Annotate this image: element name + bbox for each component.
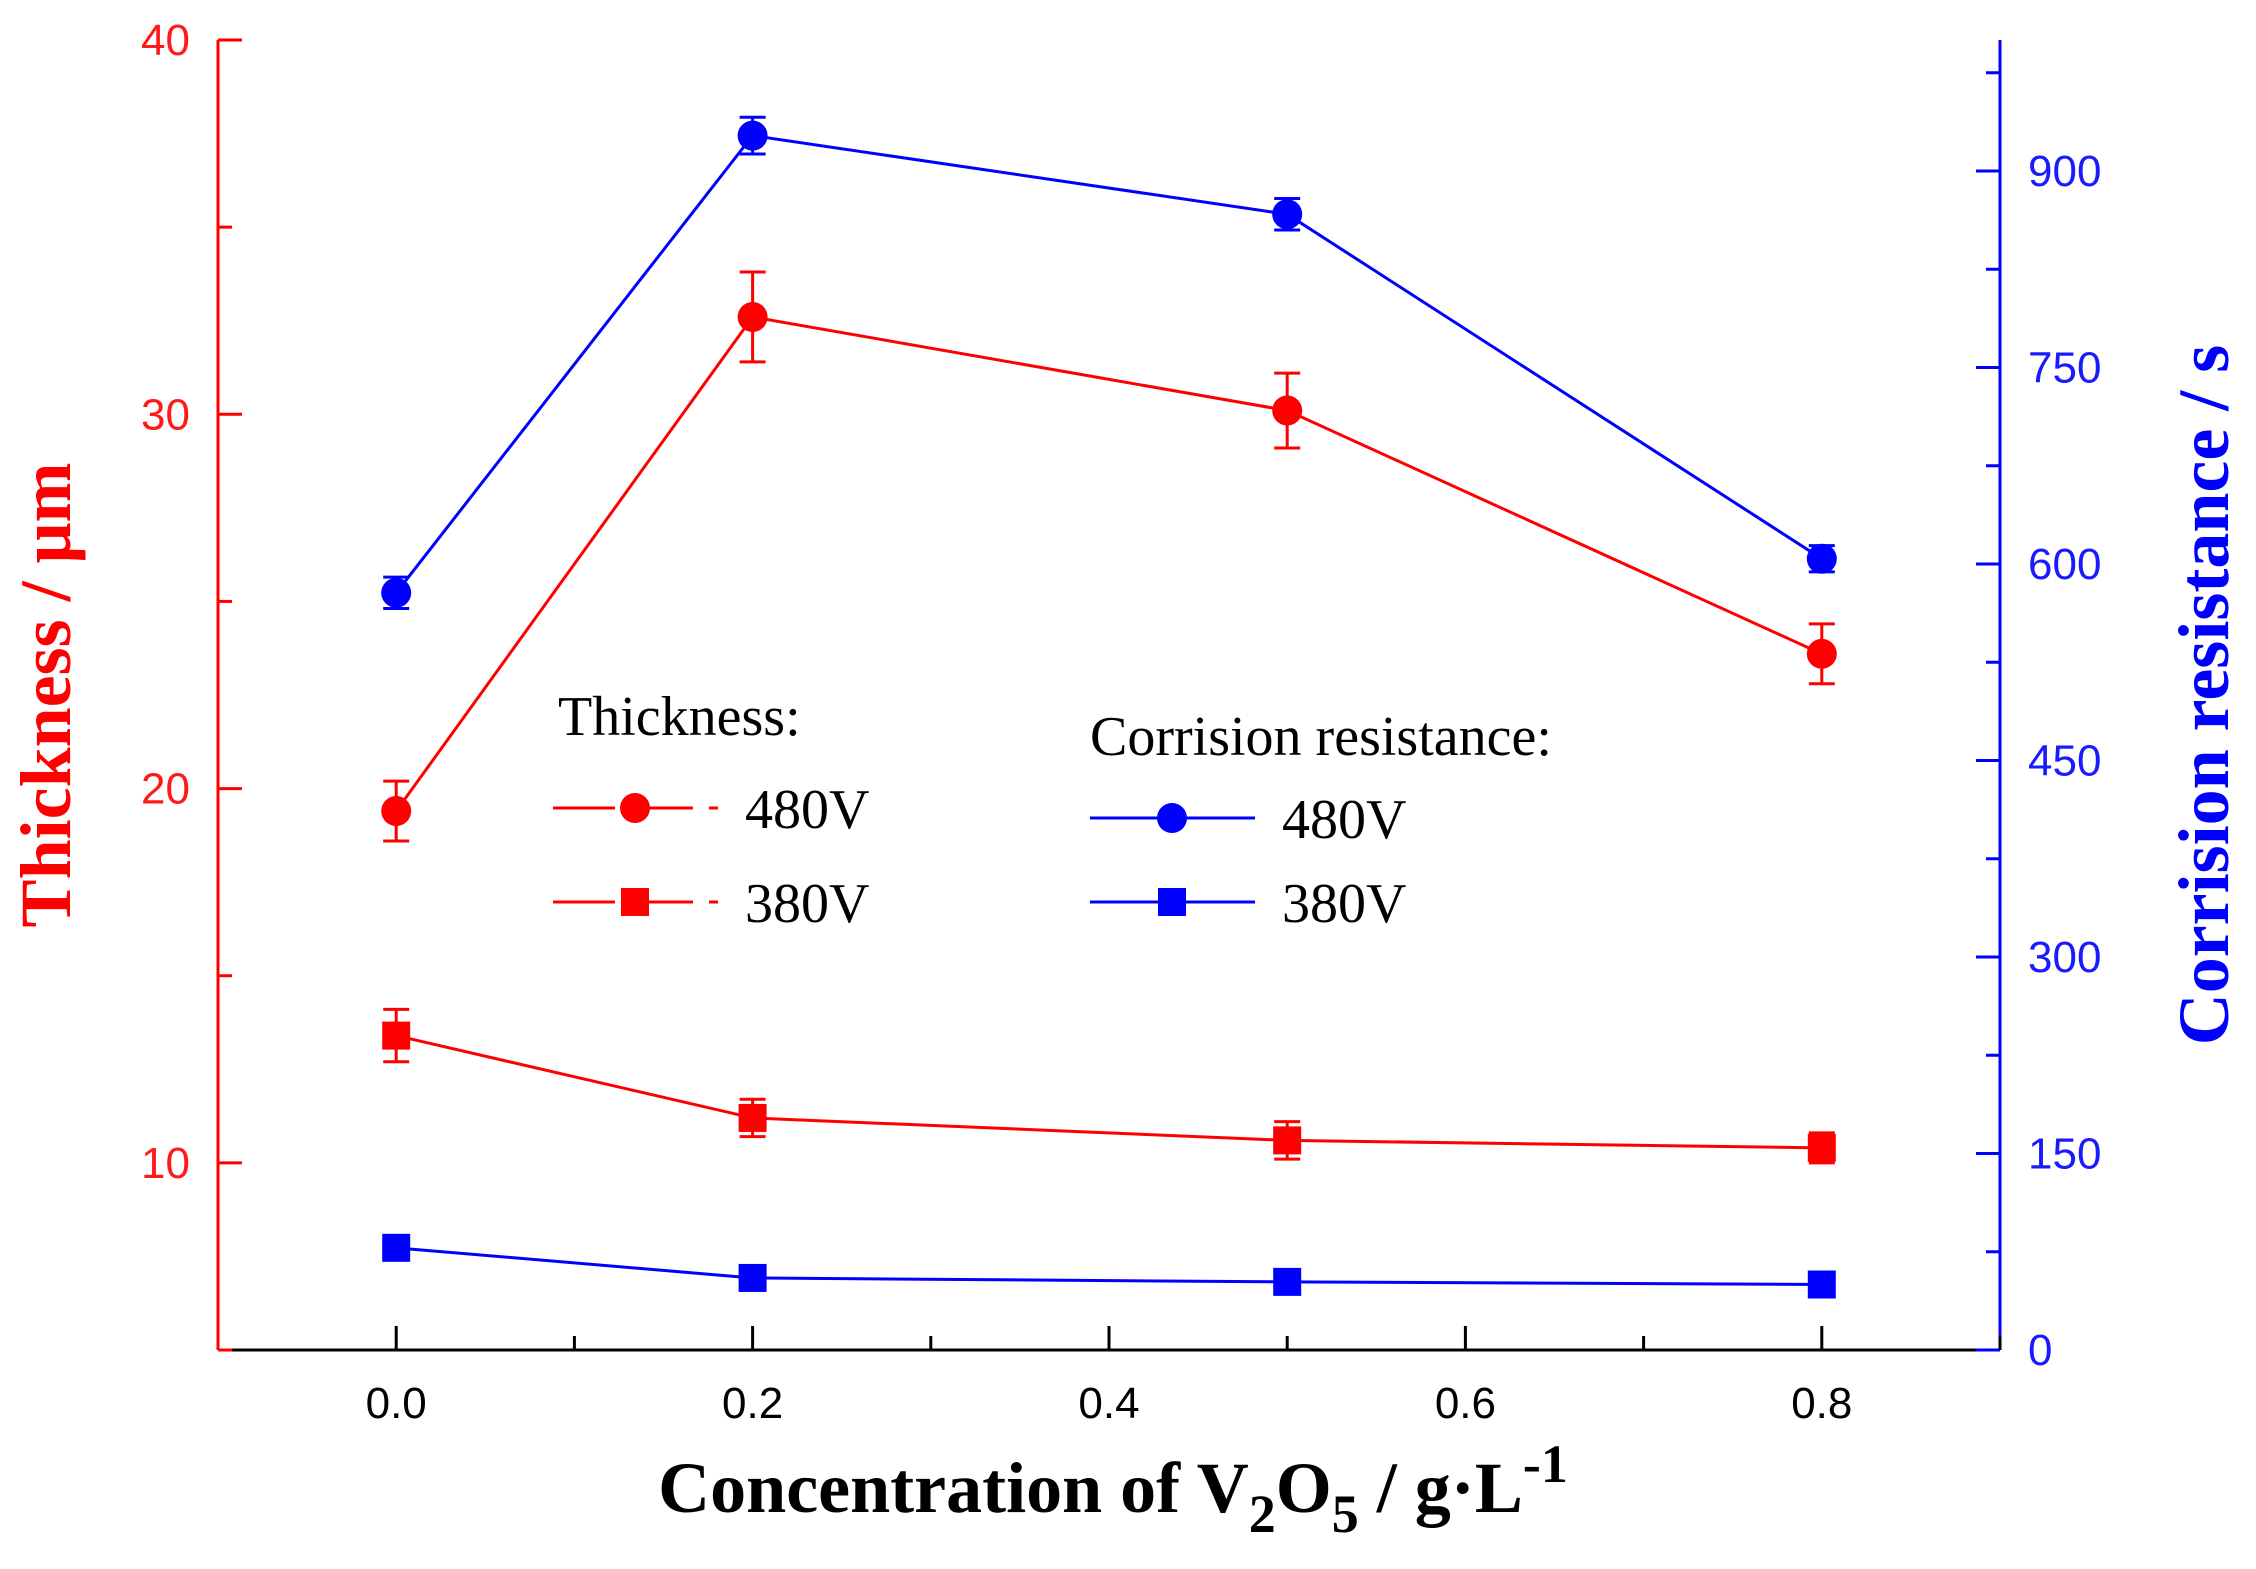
y-left-tick-label: 30	[141, 390, 190, 439]
data-point	[1273, 1126, 1302, 1155]
x-title-mid: O	[1276, 1448, 1332, 1528]
data-point	[1806, 543, 1837, 574]
legend-entry-label: 480V	[1282, 789, 1406, 851]
y-axis-right-title: Corrision resistance / s	[2164, 345, 2244, 1046]
x-title-main: Concentration of V	[658, 1448, 1249, 1528]
legend-marker	[1157, 803, 1187, 833]
data-point	[381, 577, 412, 608]
legend-entry-label: 380V	[1282, 873, 1406, 935]
y-left-tick-label: 10	[141, 1139, 190, 1188]
x-title-sub1: 2	[1249, 1484, 1276, 1544]
x-tick-label: 0.0	[366, 1379, 427, 1428]
data-point	[1273, 1267, 1302, 1296]
data-point	[382, 1021, 411, 1050]
series-line-3	[396, 1246, 1822, 1286]
data-point	[1806, 638, 1837, 669]
series-line-2	[395, 134, 1823, 594]
legend-marker	[1158, 888, 1186, 916]
y-right-tick-label: 750	[2028, 344, 2101, 393]
x-tick-label: 0.6	[1435, 1379, 1496, 1428]
data-point	[382, 1233, 411, 1262]
x-title-tail: / g·L	[1359, 1448, 1523, 1528]
legend-group: Thickness: 480V 380V Corrision resistance: 4…	[553, 686, 1552, 935]
data-point	[737, 120, 768, 151]
data-point	[381, 796, 412, 827]
series-line-0	[394, 315, 1823, 812]
y-right-tick-label: 600	[2028, 540, 2101, 589]
legend-marker	[620, 793, 650, 823]
series-line-1	[395, 1034, 1822, 1150]
series-group	[381, 115, 1837, 1299]
y-right-tick-label: 0	[2028, 1326, 2052, 1375]
y-left-tick-label: 20	[141, 765, 190, 814]
x-tick-label: 0.4	[1078, 1379, 1139, 1428]
x-title-sub2: 5	[1332, 1484, 1359, 1544]
data-point	[1807, 1270, 1836, 1299]
labels-group: Thickness / μm Corrision resistance / s Co…	[6, 345, 2244, 1544]
y-right-tick-label: 450	[2028, 737, 2101, 786]
x-title-sup: -1	[1523, 1434, 1568, 1494]
legend-entry-label: 380V	[745, 873, 869, 935]
data-point	[1272, 199, 1303, 230]
y-right-tick-label: 150	[2028, 1130, 2101, 1179]
y-right-tick-label: 900	[2028, 147, 2101, 196]
data-point	[738, 1103, 767, 1132]
data-point	[1272, 395, 1303, 426]
data-point	[1807, 1133, 1836, 1162]
data-point	[738, 1263, 767, 1292]
axes-group: 10 20 30 40 0 150 300 450 600 750 900 0.0 0.2 0.4 0.6 0…	[141, 16, 2101, 1428]
legend-title-thickness: Thickness:	[558, 686, 801, 748]
legend-entry-label: 480V	[745, 779, 869, 841]
legend-marker	[621, 888, 649, 916]
y-right-tick-label: 300	[2028, 933, 2101, 982]
x-tick-label: 0.2	[722, 1379, 783, 1428]
x-tick-label: 0.8	[1791, 1379, 1852, 1428]
x-axis-title: Concentration of V2O5 / g·L-1	[658, 1434, 1568, 1544]
data-point	[737, 301, 768, 332]
y-left-tick-label: 40	[141, 16, 190, 65]
y-axis-left-title: Thickness / μm	[6, 463, 86, 928]
legend-title-corrosion: Corrision resistance:	[1090, 706, 1552, 768]
